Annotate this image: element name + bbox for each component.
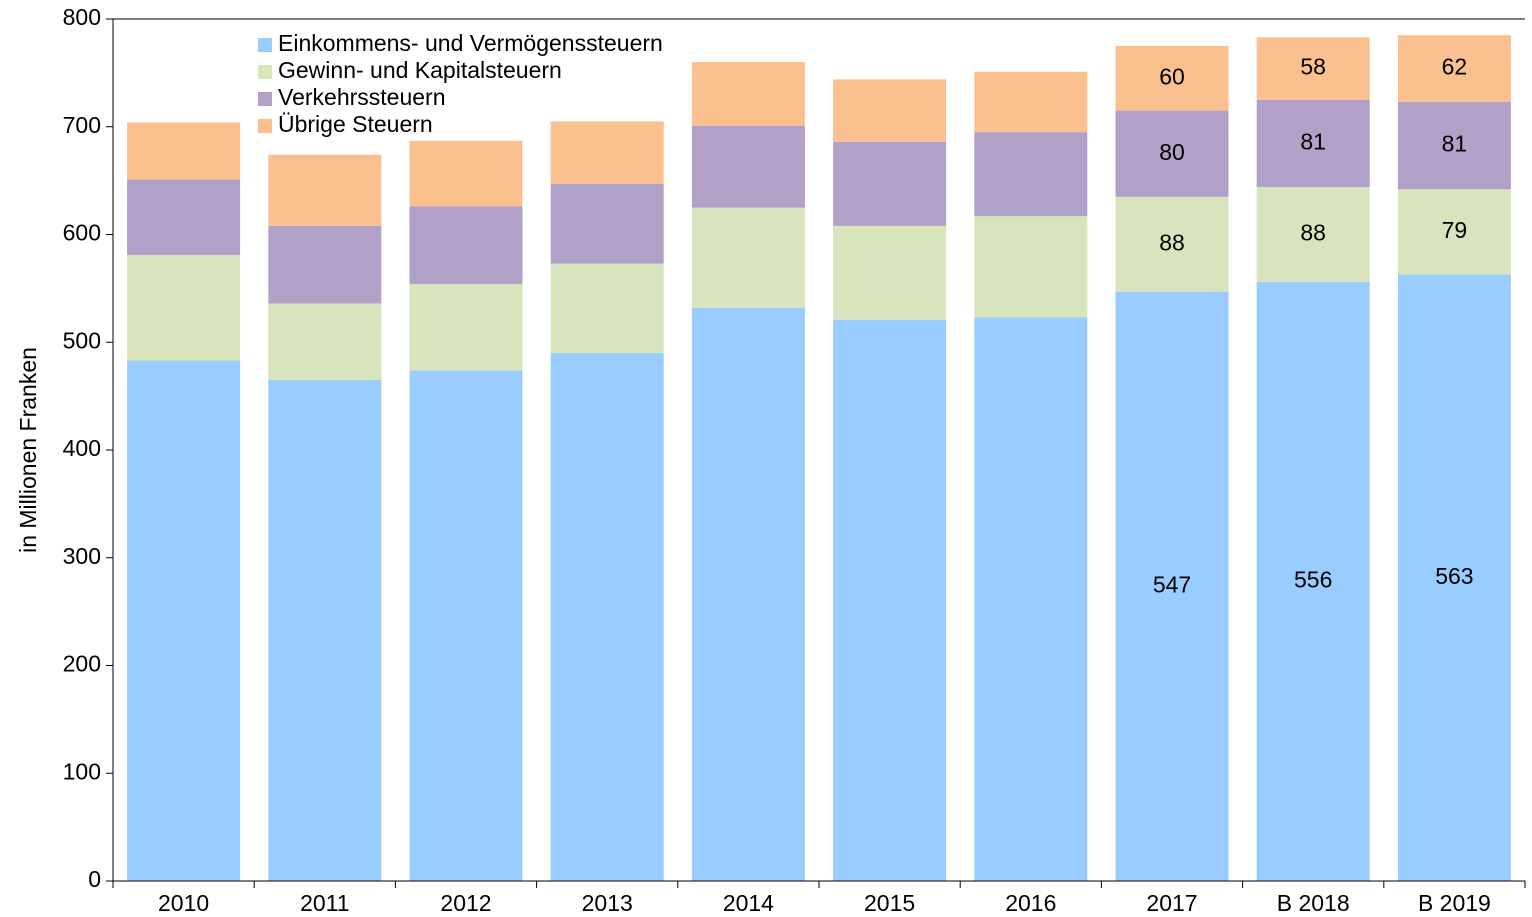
bar-segment [409, 206, 523, 285]
bar-segment [1115, 110, 1229, 197]
bar-segment [550, 183, 664, 264]
legend-label: Einkommens- und Vermögenssteuern [278, 30, 663, 56]
bar-segment [833, 141, 947, 226]
x-tick-label: B 2018 [1277, 890, 1350, 916]
bar-segment [1256, 37, 1370, 100]
y-tick-label: 600 [63, 220, 101, 246]
bar-segment [1115, 45, 1229, 111]
bar-segment [268, 379, 382, 881]
y-tick-label: 700 [63, 112, 101, 138]
x-tick-label: 2014 [723, 890, 774, 916]
bar-segment [974, 216, 1088, 318]
bar-segment [550, 121, 664, 184]
bar-segment [1397, 189, 1511, 275]
x-tick-label: 2017 [1146, 890, 1197, 916]
bar-segment [1397, 274, 1511, 881]
y-tick-label: 0 [88, 866, 101, 892]
bar-segment [409, 140, 523, 207]
bar-segment [833, 79, 947, 142]
x-tick-label: 2016 [1005, 890, 1056, 916]
x-tick-label: 2010 [158, 890, 209, 916]
data-label: 58 [1300, 54, 1326, 80]
data-label: 81 [1300, 129, 1326, 155]
x-tick-label: 2012 [440, 890, 491, 916]
bar-segment [691, 207, 805, 308]
data-label: 547 [1153, 571, 1191, 597]
data-label: 88 [1159, 229, 1185, 255]
bar-segment [974, 132, 1088, 217]
bar-segment [1115, 291, 1229, 881]
data-label: 79 [1442, 217, 1468, 243]
data-label: 563 [1435, 563, 1473, 589]
x-tick-label: 2013 [582, 890, 633, 916]
bar-segment [691, 62, 805, 126]
bar-segment [1256, 99, 1370, 188]
bar-segment [1256, 281, 1370, 881]
x-tick-label: B 2019 [1418, 890, 1491, 916]
legend-swatch [258, 65, 272, 79]
data-label: 62 [1442, 54, 1468, 80]
y-axis-label: in Millionen Franken [15, 347, 41, 553]
legend-swatch [258, 119, 272, 133]
bar-segment [833, 319, 947, 881]
bar-segment [974, 71, 1088, 133]
bar-segment [1397, 35, 1511, 102]
bar-segment [1256, 187, 1370, 282]
y-tick-label: 400 [63, 435, 101, 461]
bar-segment [1397, 101, 1511, 190]
bar-segment [268, 154, 382, 226]
bar-segment [974, 317, 1088, 881]
y-tick-label: 300 [63, 543, 101, 569]
x-tick-label: 2015 [864, 890, 915, 916]
legend-label: Gewinn- und Kapitalsteuern [278, 57, 562, 83]
data-label: 88 [1300, 220, 1326, 246]
bar-segment [550, 353, 664, 881]
legend-label: Verkehrssteuern [278, 84, 445, 110]
legend-swatch [258, 92, 272, 106]
x-tick-label: 2011 [300, 890, 349, 916]
bar-segment [691, 125, 805, 208]
bar-segment [127, 360, 241, 881]
bar-segment [127, 254, 241, 361]
data-label: 81 [1442, 131, 1468, 157]
data-label: 556 [1294, 567, 1332, 593]
bar-segment [268, 225, 382, 304]
bar-segment [1115, 196, 1229, 292]
y-tick-label: 100 [63, 758, 101, 784]
bar-segment [127, 122, 241, 180]
data-label: 80 [1159, 139, 1185, 165]
data-label: 60 [1159, 63, 1185, 89]
y-tick-label: 800 [63, 4, 101, 30]
y-tick-label: 500 [63, 327, 101, 353]
y-tick-label: 200 [63, 651, 101, 677]
bar-segment [409, 284, 523, 371]
bar-segment [127, 179, 241, 255]
legend-label: Übrige Steuern [278, 111, 433, 137]
bar-segment [833, 225, 947, 320]
bar-segment [268, 303, 382, 380]
legend-swatch [258, 38, 272, 52]
bar-segment [691, 307, 805, 881]
bar-segment [409, 370, 523, 881]
bar-segment [550, 263, 664, 354]
